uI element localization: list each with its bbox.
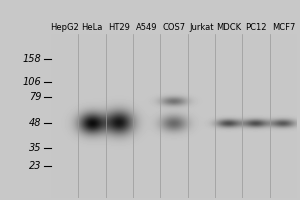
Text: HepG2: HepG2	[50, 23, 79, 32]
Text: 106: 106	[22, 77, 41, 87]
Text: MCF7: MCF7	[272, 23, 295, 32]
Text: 79: 79	[29, 92, 41, 102]
Text: MDCK: MDCK	[216, 23, 241, 32]
Text: 23: 23	[29, 161, 41, 171]
Text: HT29: HT29	[108, 23, 130, 32]
Text: PC12: PC12	[245, 23, 267, 32]
Text: A549: A549	[136, 23, 158, 32]
Text: HeLa: HeLa	[81, 23, 103, 32]
Text: 158: 158	[22, 54, 41, 64]
Text: COS7: COS7	[162, 23, 186, 32]
Text: 48: 48	[29, 118, 41, 128]
Text: Jurkat: Jurkat	[189, 23, 214, 32]
Text: 35: 35	[29, 143, 41, 153]
